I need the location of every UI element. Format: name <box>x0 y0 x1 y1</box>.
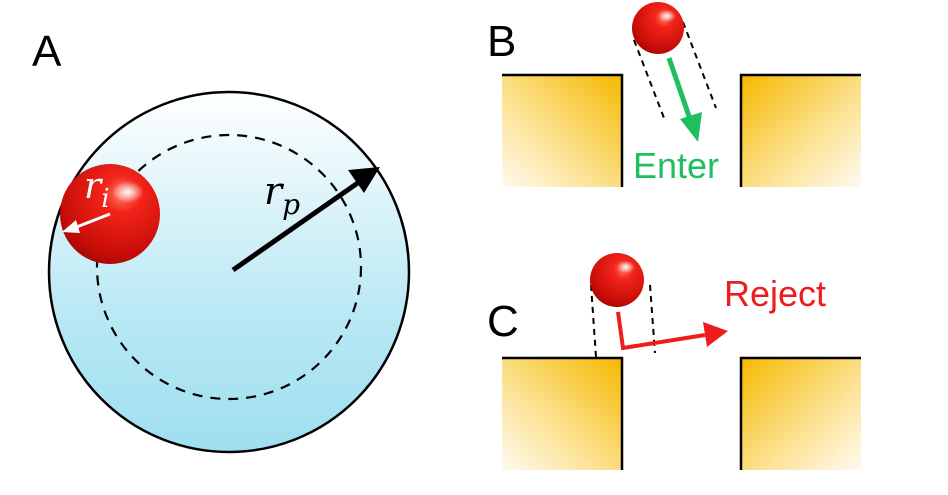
reject-label: Reject <box>724 273 826 314</box>
panel-c-letter: C <box>487 297 519 346</box>
pore-wall-left-c <box>502 358 622 470</box>
ion-sphere-c <box>590 253 644 307</box>
pore-edge-right-c <box>739 356 861 470</box>
pore-edge-right-b <box>739 73 861 187</box>
panel-a: A rp ri <box>32 27 411 454</box>
pore-radius-label: rp <box>264 169 300 221</box>
pore-wall-right-b <box>741 75 861 187</box>
reject-arrow <box>616 311 728 351</box>
pore-wall-right-c <box>741 358 861 470</box>
panel-a-letter: A <box>32 27 62 76</box>
panel-c: C Reject <box>487 253 861 470</box>
panel-b-letter: B <box>487 17 516 66</box>
enter-arrow <box>666 57 702 142</box>
pore-edge-left-b <box>502 73 624 187</box>
accessible-radius-circle <box>95 133 363 401</box>
trajectory-edge-left-c <box>590 284 597 358</box>
pore-radius-arrow <box>231 167 380 273</box>
ion-radius-label: ri <box>84 166 110 214</box>
enter-label: Enter <box>633 145 719 186</box>
pore-wall-left-b <box>502 75 622 187</box>
panel-b: B Enter <box>487 2 861 187</box>
trajectory-edge-left-b <box>633 39 665 119</box>
ion-sphere-b <box>632 2 684 54</box>
pore-edge-left-c <box>502 356 624 470</box>
ion-radius-arrow <box>62 212 111 233</box>
trajectory-edge-right-b <box>682 21 717 109</box>
